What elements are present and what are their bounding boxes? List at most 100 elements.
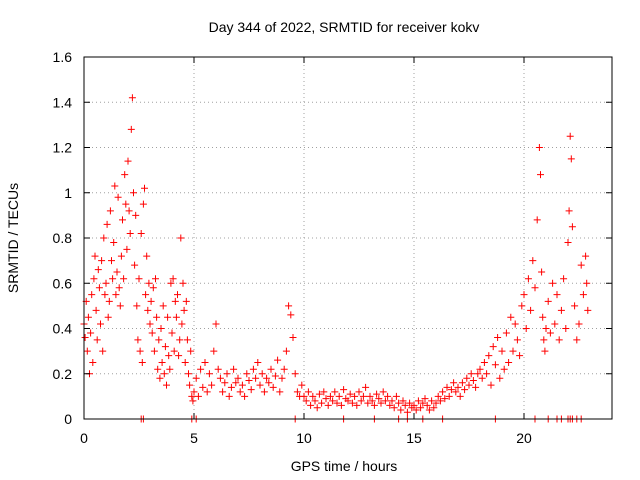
data-point	[410, 401, 418, 409]
data-point	[564, 239, 572, 247]
data-point	[147, 297, 155, 305]
data-point	[152, 275, 159, 283]
data-point	[247, 386, 255, 394]
data-point	[221, 379, 229, 387]
data-point	[421, 395, 429, 403]
data-point	[188, 392, 196, 400]
data-point	[212, 320, 220, 328]
data-point	[157, 325, 165, 332]
data-point	[452, 388, 460, 396]
data-point	[236, 388, 244, 396]
data-point	[154, 365, 162, 373]
data-point	[276, 388, 284, 396]
x-tick-label: 5	[190, 430, 198, 446]
data-point	[114, 193, 122, 201]
data-point	[99, 347, 107, 355]
data-point	[223, 370, 231, 378]
data-point	[182, 297, 190, 305]
data-point	[269, 383, 277, 391]
data-point	[423, 401, 431, 409]
data-point	[546, 329, 554, 337]
data-point	[91, 252, 99, 260]
data-point	[172, 313, 180, 321]
data-point	[567, 155, 575, 163]
data-point	[412, 406, 420, 414]
data-point	[535, 144, 543, 151]
data-point	[153, 313, 161, 321]
data-point	[575, 320, 583, 328]
data-point	[335, 392, 343, 400]
data-point	[110, 239, 118, 247]
data-point	[109, 275, 117, 283]
x-tick-label: 10	[296, 430, 312, 446]
data-point	[456, 392, 464, 400]
data-point	[340, 386, 348, 394]
data-point	[379, 388, 387, 396]
data-point	[302, 397, 310, 405]
data-point	[368, 397, 376, 405]
data-point	[243, 370, 251, 378]
data-point	[145, 279, 153, 287]
data-point	[105, 297, 113, 305]
data-point	[165, 352, 173, 360]
data-point	[458, 379, 466, 387]
y-tick-label: 1.6	[53, 49, 73, 65]
data-point	[293, 388, 301, 396]
data-point	[406, 399, 414, 407]
data-point	[199, 383, 207, 391]
data-point	[568, 223, 576, 231]
data-point	[289, 334, 297, 342]
data-point	[163, 381, 170, 389]
data-point	[395, 399, 403, 407]
data-point	[155, 336, 163, 344]
data-point	[134, 336, 142, 344]
data-point	[478, 374, 486, 382]
grid-lines	[84, 57, 612, 419]
data-point	[142, 291, 150, 299]
data-point	[577, 261, 585, 269]
data-point	[307, 401, 315, 409]
data-point	[89, 358, 97, 366]
data-point	[167, 279, 175, 287]
data-point	[425, 406, 433, 414]
data-point	[381, 397, 389, 405]
data-point	[227, 383, 235, 391]
data-point	[201, 358, 209, 366]
data-point	[390, 404, 398, 412]
data-point	[384, 392, 392, 400]
axis-ticks: 0 5 10 15 20 0 0.2 0.4 0.6 0.8 1 1.2 1.4 1.6	[53, 49, 612, 446]
data-point	[116, 302, 124, 310]
data-point	[138, 358, 146, 366]
data-point	[505, 358, 513, 366]
data-point	[208, 381, 216, 389]
data-point	[333, 399, 341, 407]
data-point	[584, 306, 592, 314]
data-point	[258, 370, 266, 378]
y-tick-label: 0.4	[53, 321, 73, 337]
data-point	[81, 334, 89, 342]
data-point	[176, 336, 184, 344]
data-point	[474, 370, 482, 378]
data-point	[84, 313, 92, 321]
data-point	[377, 399, 385, 407]
data-point	[97, 320, 104, 328]
data-point	[582, 252, 590, 260]
data-point	[161, 343, 169, 351]
data-point	[254, 358, 262, 366]
data-point	[414, 397, 422, 405]
data-point	[496, 374, 504, 382]
data-point	[282, 347, 290, 355]
data-point	[472, 383, 480, 391]
data-point	[513, 336, 521, 344]
data-point	[551, 320, 559, 328]
data-point	[171, 297, 179, 305]
data-point	[359, 392, 367, 400]
data-point	[178, 320, 186, 328]
data-point	[187, 347, 195, 355]
data-point	[278, 374, 286, 382]
data-point	[500, 365, 508, 373]
data-point	[557, 306, 565, 314]
data-point	[87, 329, 95, 337]
data-point	[463, 374, 471, 382]
